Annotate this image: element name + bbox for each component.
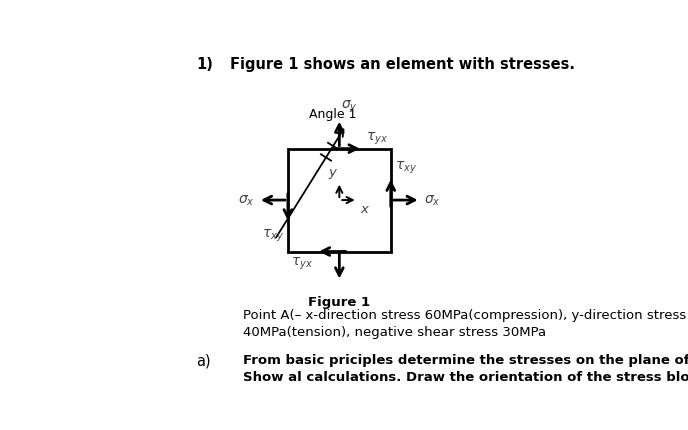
Text: $\sigma_x$: $\sigma_x$ <box>424 194 440 208</box>
Text: From basic priciples determine the stresses on the plane of the indicated angle : From basic priciples determine the stres… <box>243 353 688 383</box>
Text: $\tau_{yx}$: $\tau_{yx}$ <box>291 255 313 271</box>
Text: $\sigma_x$: $\sigma_x$ <box>238 194 255 208</box>
Text: Figure 1: Figure 1 <box>308 295 370 308</box>
Text: Point A(– x-direction stress 60MPa(compression), y-direction stress
40MPa(tensio: Point A(– x-direction stress 60MPa(compr… <box>243 308 687 338</box>
Text: $\sigma_y$: $\sigma_y$ <box>341 98 358 114</box>
Text: Figure 1 shows an element with stresses.: Figure 1 shows an element with stresses. <box>230 57 574 71</box>
Text: $\tau_{yx}$: $\tau_{yx}$ <box>366 130 388 147</box>
Text: a): a) <box>197 353 211 368</box>
Text: 1): 1) <box>197 57 213 71</box>
Text: Angle 1: Angle 1 <box>309 108 356 121</box>
Bar <box>288 149 391 252</box>
Text: $x$: $x$ <box>361 202 371 215</box>
Text: $y$: $y$ <box>327 166 338 181</box>
Text: $\tau_{xy}$: $\tau_{xy}$ <box>395 160 417 176</box>
Text: $\tau_{xy}$: $\tau_{xy}$ <box>262 227 284 243</box>
